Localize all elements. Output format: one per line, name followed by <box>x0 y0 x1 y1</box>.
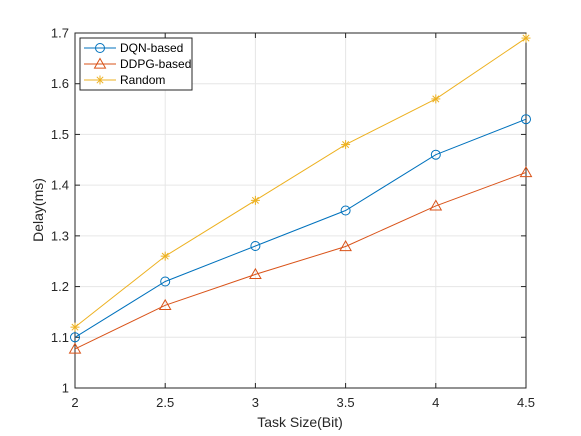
legend-marker-ddpg-based <box>93 57 107 69</box>
data-point-ddpg-based <box>519 165 533 178</box>
series-line-random <box>74 37 527 328</box>
x-tick-label: 3 <box>252 395 259 410</box>
series-line-dqn-based <box>74 118 527 338</box>
x-tick-label: 2 <box>71 395 78 410</box>
y-tick-label: 1.5 <box>51 127 69 142</box>
data-point-dqn-based <box>160 276 171 287</box>
data-point-dqn-based <box>250 241 261 251</box>
series-line-ddpg-based <box>74 171 527 350</box>
legend: DQN-based DDPG-based Random <box>79 37 193 91</box>
series-random <box>70 33 531 332</box>
data-point-ddpg-based <box>158 298 172 310</box>
y-tick-label: 1.2 <box>51 279 69 294</box>
data-point-ddpg-based <box>339 239 352 252</box>
data-point-random <box>521 33 531 43</box>
x-tick-label: 3.5 <box>337 395 355 410</box>
data-point-dqn-based <box>521 114 531 125</box>
y-tick-label: 1.7 <box>51 26 69 41</box>
y-axis-label: Delay(ms) <box>30 178 46 242</box>
axes-box <box>74 32 527 389</box>
data-point-dqn-based <box>340 205 351 216</box>
legend-marker-dqn-based <box>95 43 105 53</box>
legend-label-random: Random <box>120 73 165 87</box>
data-point-random <box>250 195 260 205</box>
data-point-random <box>431 94 441 104</box>
data-point-random <box>341 140 351 150</box>
x-tick-label: 4.5 <box>517 395 535 410</box>
data-point-random <box>160 251 170 261</box>
tick-labels: 2 2.5 3 3.5 4 4.5 1 1.1 1.2 1.3 1.4 1.5 1.6 1.7 <box>51 26 535 411</box>
data-point-ddpg-based <box>68 342 82 354</box>
data-point-dqn-based <box>70 332 80 343</box>
plot-area <box>75 33 526 388</box>
data-point-dqn-based <box>430 149 441 160</box>
data-point-ddpg-based <box>429 199 443 211</box>
y-tick-label: 1.6 <box>51 76 69 91</box>
x-tick-label: 2.5 <box>156 395 174 410</box>
y-tick-label: 1.4 <box>51 178 69 193</box>
legend-label-ddpg-based: DDPG-based <box>120 57 191 71</box>
y-tick-label: 1.1 <box>51 330 69 345</box>
data-point-random <box>70 322 80 332</box>
y-tick-label: 1 <box>62 381 69 396</box>
legend-label-dqn-based: DQN-based <box>120 41 183 55</box>
series-dqn-based <box>70 114 531 343</box>
x-tick-label: 4 <box>432 395 439 410</box>
x-axis-label: Task Size(Bit) <box>257 414 343 430</box>
data-point-ddpg-based <box>249 267 262 280</box>
series-ddpg-based <box>68 165 533 354</box>
series-group <box>68 33 533 354</box>
y-tick-label: 1.3 <box>51 228 69 243</box>
axes <box>74 32 527 389</box>
legend-marker-random <box>95 75 105 85</box>
